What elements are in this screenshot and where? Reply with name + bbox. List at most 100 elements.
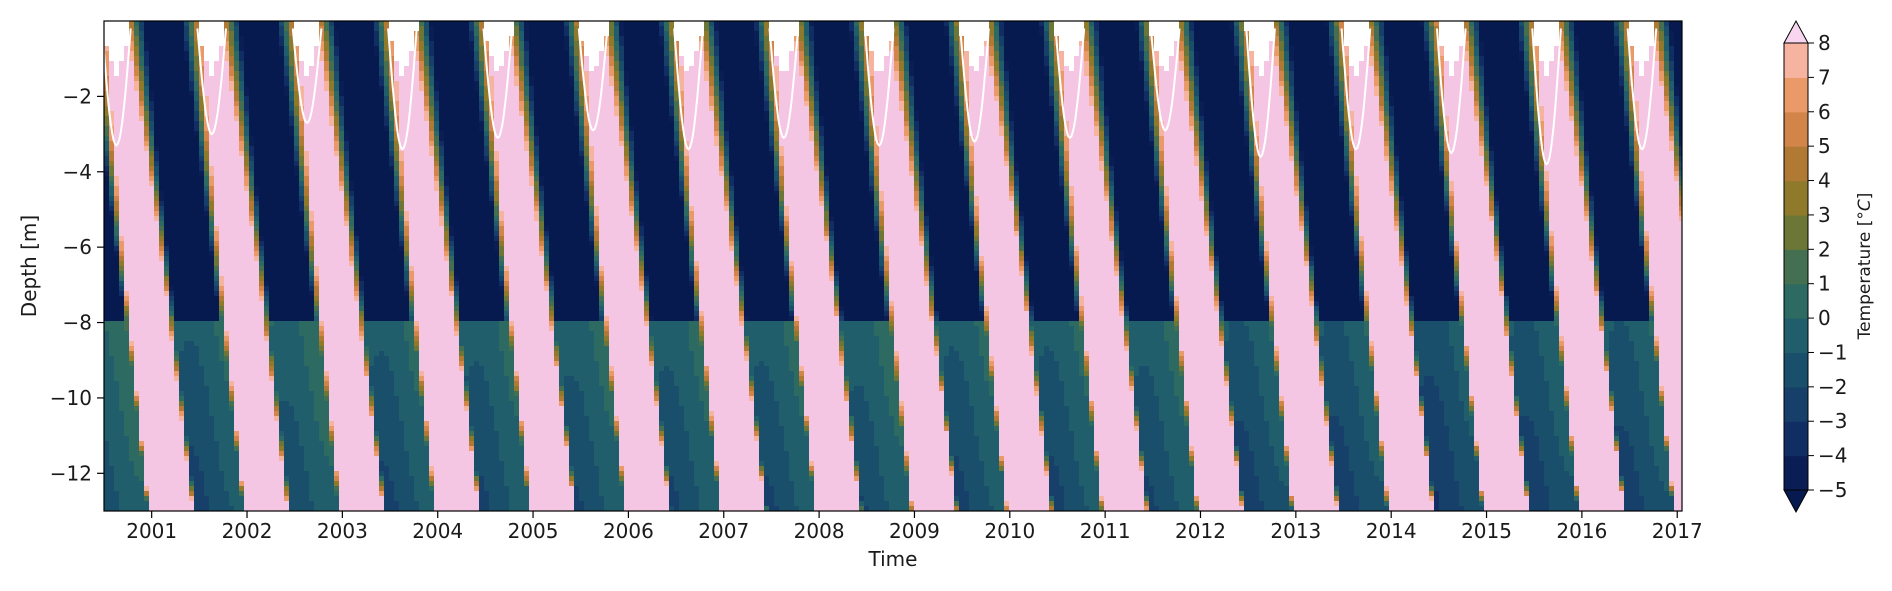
contour-cell (634, 181, 640, 192)
contour-cell (854, 51, 860, 62)
contour-cell (659, 441, 665, 447)
contour-cell (774, 131, 780, 142)
contour-cell (304, 196, 310, 207)
contour-cell (884, 276, 890, 282)
contour-cell (499, 246, 505, 257)
x-tick-label: 2010 (984, 519, 1035, 543)
contour-cell (1169, 306, 1175, 312)
contour-cell (734, 216, 740, 227)
contour-cell (1174, 311, 1180, 317)
contour-cell (264, 326, 270, 332)
contour-cell (879, 271, 885, 277)
contour-cell (449, 226, 455, 237)
contour-cell (719, 171, 725, 177)
contour-cell (804, 436, 810, 511)
contour-cell (894, 436, 900, 511)
contour-cell (584, 201, 590, 207)
contour-cell (1664, 446, 1670, 452)
contour-cell (1634, 191, 1640, 197)
contour-cell (914, 21, 920, 112)
contour-cell (419, 371, 425, 377)
contour-cell (1304, 251, 1310, 257)
contour-cell (1479, 491, 1485, 497)
contour-cell (154, 151, 160, 162)
contour-cell (944, 26, 950, 37)
contour-cell (939, 321, 945, 372)
contour-cell (134, 46, 140, 57)
contour-cell (1374, 391, 1380, 397)
contour-cell (1184, 421, 1190, 427)
contour-cell (1279, 401, 1285, 407)
contour-cell (1634, 61, 1640, 102)
contour-cell (294, 21, 300, 47)
contour-cell (1194, 146, 1200, 152)
contour-cell (1574, 61, 1580, 77)
contour-cell (709, 76, 715, 87)
contour-cell (864, 506, 870, 511)
contour-cell (1169, 256, 1175, 262)
contour-cell (544, 256, 550, 262)
contour-cell (1374, 71, 1380, 77)
contour-cell (994, 61, 1000, 72)
contour-cell (684, 191, 690, 202)
contour-cell (899, 21, 905, 32)
contour-cell (1429, 496, 1435, 502)
contour-cell (1074, 256, 1080, 267)
contour-cell (1314, 321, 1320, 327)
contour-cell (624, 96, 630, 107)
contour-cell (1134, 431, 1140, 511)
contour-cell (824, 221, 830, 227)
contour-cell (154, 161, 160, 167)
contour-cell (1664, 101, 1670, 112)
contour-cell (834, 276, 840, 282)
contour-cell (1104, 166, 1110, 172)
contour-cell (1024, 21, 1030, 257)
contour-cell (679, 66, 685, 92)
contour-cell (1394, 171, 1400, 177)
contour-cell (869, 136, 875, 147)
contour-cell (379, 496, 385, 511)
contour-cell (589, 236, 595, 242)
contour-cell (1304, 21, 1310, 202)
contour-cell (1179, 41, 1185, 52)
contour-cell (1334, 501, 1340, 507)
contour-cell (884, 316, 890, 322)
contour-cell (1149, 141, 1155, 147)
contour-cell (1514, 396, 1520, 402)
contour-cell (519, 91, 525, 102)
contour-cell (764, 36, 770, 52)
contour-cell (929, 276, 935, 282)
contour-cell (144, 86, 150, 97)
contour-cell (359, 276, 365, 282)
contour-cell (819, 181, 825, 187)
contour-cell (1094, 111, 1100, 122)
contour-cell (1259, 396, 1265, 502)
contour-cell (1304, 201, 1310, 207)
contour-cell (619, 106, 625, 117)
contour-cell (989, 371, 995, 377)
contour-cell (124, 436, 130, 511)
contour-cell (1529, 136, 1535, 322)
contour-cell (589, 216, 595, 222)
contour-cell (864, 151, 870, 157)
contour-cell (1574, 121, 1580, 127)
contour-cell (1324, 401, 1330, 407)
contour-cell (1519, 451, 1525, 457)
contour-cell (1219, 326, 1225, 332)
contour-cell (934, 326, 940, 332)
contour-cell (1354, 206, 1360, 212)
contour-cell (1089, 66, 1095, 77)
contour-cell (394, 151, 400, 162)
contour-cell (609, 376, 615, 382)
contour-cell (384, 76, 390, 87)
contour-cell (1114, 211, 1120, 222)
contour-cell (1154, 51, 1160, 67)
contour-cell (1624, 21, 1630, 42)
contour-cell (379, 491, 385, 497)
contour-cell (659, 36, 665, 47)
contour-cell (509, 336, 515, 342)
contour-cell (614, 71, 620, 82)
contour-cell (174, 321, 180, 352)
contour-cell (839, 341, 845, 347)
contour-cell (1559, 51, 1565, 62)
